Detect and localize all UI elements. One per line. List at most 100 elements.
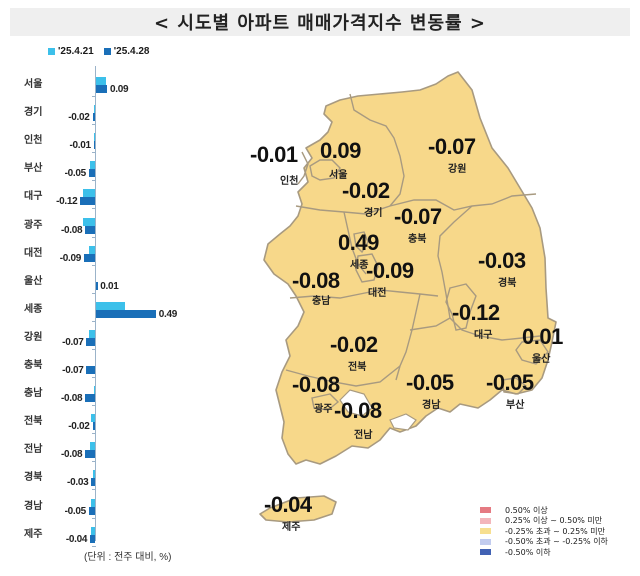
category-label: 경북: [24, 472, 43, 484]
page-title: < 시도별 아파트 매매가격지수 변동률 >: [154, 13, 486, 34]
data-label: -0.12: [56, 196, 78, 208]
region-value-daejeon: -0.09: [366, 258, 414, 283]
chart-row: 서울 0.09: [0, 70, 200, 98]
region-name-gyeongbuk: 경북: [498, 278, 517, 289]
category-label: 세종: [24, 303, 43, 315]
bar-0421: [96, 301, 126, 310]
bar-0428: [96, 85, 107, 93]
chart-row: 경북 -0.03: [0, 463, 200, 491]
bar-0421: [93, 386, 95, 395]
data-label: -0.03: [67, 477, 89, 489]
region-name-gangwon: 강원: [448, 164, 467, 175]
chart-row: 경남 -0.05: [0, 492, 200, 520]
bar-0421: [93, 105, 95, 114]
region-value-sejong: 0.49: [338, 230, 379, 255]
chart-row: 강원 -0.07: [0, 323, 200, 351]
title-bar: < 시도별 아파트 매매가격지수 변동률 >: [10, 8, 630, 36]
data-label: -0.07: [62, 336, 84, 348]
region-value-jeju: -0.04: [264, 492, 312, 517]
region-value-gyeongbuk: -0.03: [478, 248, 526, 273]
chart-axis: [95, 66, 96, 541]
chart-row: 충남 -0.08: [0, 379, 200, 407]
chart-row: 경기 -0.02: [0, 98, 200, 126]
region-value-gyeongnam: -0.05: [406, 370, 454, 395]
category-label: 전북: [24, 416, 43, 428]
bar-chart: 서울 0.09 경기 -0.02 인천 -0.01 부산 -0.05 대구 -0.12 광주 -0.0…: [0, 66, 200, 548]
region-name-gyeonggi: 경기: [364, 208, 383, 219]
bar-0428: [85, 225, 95, 234]
category-label: 서울: [24, 79, 43, 90]
axis-tick: [92, 96, 96, 97]
data-label: -0.05: [64, 505, 87, 517]
map-legend-label: 0.50% 이상: [505, 505, 548, 515]
region-value-jeonnam: -0.08: [334, 398, 382, 423]
chart-legend: '25.4.21 '25.4.28: [48, 46, 150, 57]
region-name-daejeon: 대전: [368, 288, 387, 299]
axis-tick: [92, 208, 96, 210]
axis-tick: [92, 292, 96, 294]
map-legend-item: -0.25% 초과 ~ 0.25% 미만: [480, 526, 608, 537]
bar-0421: [96, 77, 106, 85]
region-name-sejong: 세종: [350, 260, 369, 271]
bar-0421: [90, 442, 95, 451]
region-value-busan: -0.05: [486, 370, 534, 395]
legend-item-0421: '25.4.21: [48, 46, 94, 57]
region-value-chungnam: -0.08: [292, 268, 340, 293]
bar-0421: [91, 498, 95, 507]
unit-note: (단위 : 전주 대비, %): [84, 552, 172, 563]
data-label: 0.01: [100, 280, 119, 292]
category-label: 광주: [24, 219, 43, 231]
map-legend-item: 0.50% 이상: [480, 505, 608, 516]
bar-0421: [91, 414, 95, 423]
bar-0421: [91, 526, 95, 535]
axis-tick: [92, 320, 96, 322]
axis-tick: [92, 489, 96, 491]
category-label: 대전: [24, 247, 43, 259]
category-label: 제주: [24, 528, 43, 540]
legend-swatch-icon: [480, 528, 491, 535]
bar-0428: [96, 309, 156, 318]
region-value-gangwon: -0.07: [428, 134, 476, 159]
axis-tick: [92, 461, 96, 463]
region-value-seoul: 0.09: [320, 138, 361, 163]
korea-map: -0.01 인천 0.09 서울 -0.02 경기 -0.07 강원 -0.07…: [240, 60, 580, 560]
map-legend-item: -0.50% 초과 ~ -0.25% 이하: [480, 537, 608, 548]
region-value-jeonbuk: -0.02: [330, 332, 378, 357]
chart-row: 충북 -0.07: [0, 351, 200, 379]
data-label: -0.07: [62, 365, 84, 376]
chart-row: 부산 -0.05: [0, 154, 200, 182]
bar-0421: [82, 189, 95, 198]
bar-0428: [88, 506, 95, 515]
map-legend-label: 0.25% 이상 ~ 0.50% 미만: [505, 516, 603, 526]
map-legend-label: -0.50% 이하: [505, 547, 551, 557]
bar-0428: [84, 253, 95, 262]
data-label: 0.09: [109, 84, 129, 95]
region-name-seoul: 서울: [329, 170, 348, 181]
data-label: -0.08: [60, 224, 83, 236]
map-legend-item: 0.25% 이상 ~ 0.50% 미만: [480, 516, 608, 527]
map-legend-label: -0.50% 초과 ~ -0.25% 이하: [505, 537, 608, 547]
region-value-ulsan: 0.01: [522, 324, 563, 349]
axis-tick: [92, 180, 96, 182]
chart-row: 세종 0.49: [0, 295, 200, 323]
region-value-chungbuk: -0.07: [394, 204, 442, 229]
axis-tick: [92, 517, 96, 519]
bar-0428: [92, 422, 95, 431]
data-label: -0.08: [60, 449, 83, 461]
bar-0421: [88, 329, 95, 338]
category-label: 강원: [24, 331, 43, 343]
bar-0421: [90, 161, 95, 170]
data-label: -0.08: [60, 393, 83, 405]
category-label: 전남: [24, 444, 43, 456]
legend-item-0428: '25.4.28: [103, 46, 150, 57]
chart-row: 제주 -0.04: [0, 520, 200, 548]
bar-0428: [90, 534, 95, 543]
map-legend-label: -0.25% 초과 ~ 0.25% 미만: [505, 526, 606, 536]
region-name-jeonnam: 전남: [354, 430, 373, 441]
axis-tick: [92, 348, 96, 350]
legend-swatch-icon: [480, 507, 491, 514]
map-shape-icon: [259, 71, 557, 523]
chart-row: 전북 -0.02: [0, 407, 200, 435]
category-label: 경남: [24, 500, 43, 512]
chart-row: 대구 -0.12: [0, 182, 200, 210]
